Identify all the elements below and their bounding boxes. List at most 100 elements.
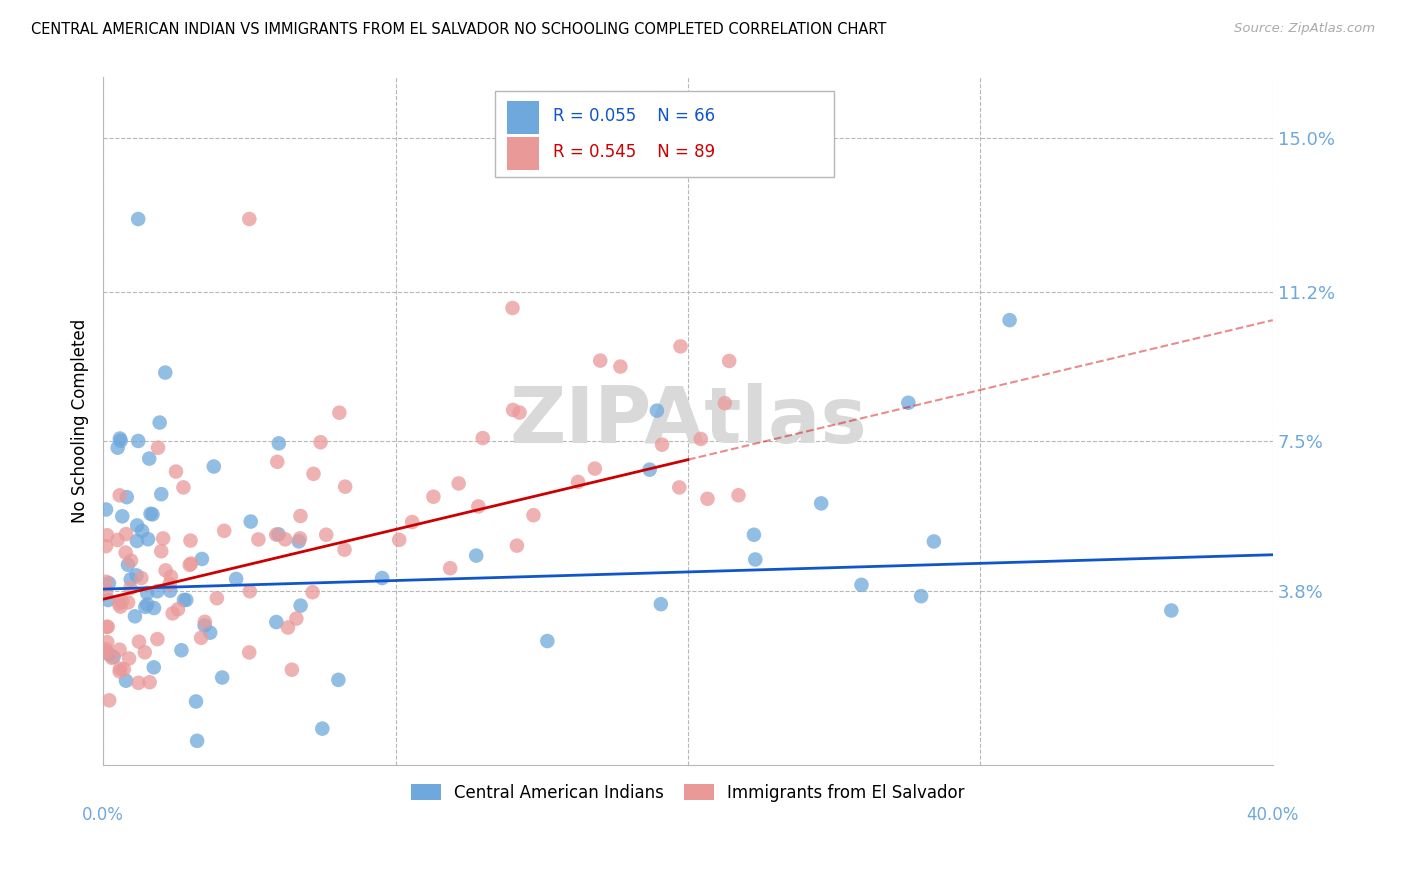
Point (897, 396, 920, 410)
Point (167, 602, 190, 616)
Point (328, 406, 350, 420)
Point (198, 625, 221, 640)
Point (239, 584, 262, 599)
Point (134, 645, 156, 659)
Point (112, 662, 135, 676)
Point (146, 441, 169, 455)
Point (266, 455, 288, 469)
Point (94, 645, 117, 659)
Point (150, 487, 173, 501)
Point (110, 434, 132, 448)
Point (288, 534, 311, 549)
Point (179, 533, 201, 548)
Point (439, 561, 461, 575)
Point (115, 673, 138, 688)
Point (851, 578, 873, 592)
Point (120, 573, 142, 587)
Point (110, 599, 132, 614)
Point (155, 563, 177, 577)
Point (536, 634, 558, 648)
Point (115, 527, 138, 541)
Point (669, 339, 692, 353)
Point (127, 675, 149, 690)
Point (98, 693, 121, 707)
Text: 0.0%: 0.0% (82, 805, 124, 823)
Point (128, 634, 150, 648)
Point (138, 451, 160, 466)
Point (247, 533, 270, 547)
Point (120, 581, 142, 595)
Point (172, 480, 194, 494)
Point (609, 359, 631, 374)
Point (108, 642, 131, 657)
Point (502, 301, 524, 315)
Point (744, 552, 766, 566)
Point (328, 673, 350, 687)
Point (97, 593, 120, 607)
Point (108, 488, 131, 502)
Point (96, 635, 118, 649)
Point (127, 212, 149, 227)
Point (522, 508, 544, 523)
Point (136, 598, 159, 612)
Point (107, 441, 129, 455)
Text: 40.0%: 40.0% (1247, 805, 1299, 823)
Point (467, 500, 489, 514)
Point (290, 599, 312, 613)
Point (567, 475, 589, 489)
Point (170, 643, 193, 657)
Point (288, 532, 311, 546)
Point (266, 615, 288, 629)
Point (211, 671, 233, 685)
Point (589, 353, 612, 368)
Point (94, 642, 117, 657)
Point (108, 597, 131, 611)
Point (650, 597, 672, 611)
Point (139, 507, 162, 521)
Point (97, 647, 120, 661)
Point (645, 403, 668, 417)
Point (202, 459, 225, 474)
Text: R = 0.545    N = 89: R = 0.545 N = 89 (554, 144, 716, 161)
Point (471, 431, 494, 445)
Point (173, 593, 195, 607)
Point (205, 591, 228, 606)
Bar (506, 137, 540, 170)
Point (238, 212, 260, 227)
Legend: Central American Indians, Immigrants from El Salvador: Central American Indians, Immigrants fro… (405, 777, 972, 808)
Point (742, 528, 765, 542)
Point (107, 533, 129, 547)
Point (146, 584, 169, 599)
Point (315, 527, 337, 541)
Point (142, 660, 165, 674)
Point (150, 544, 173, 558)
Point (143, 601, 166, 615)
Point (1160, 603, 1182, 617)
Point (225, 572, 247, 586)
Text: ZIPAtlas: ZIPAtlas (509, 384, 866, 459)
Point (651, 437, 673, 451)
Point (159, 577, 181, 591)
Point (134, 599, 156, 614)
Text: Source: ZipAtlas.com: Source: ZipAtlas.com (1234, 22, 1375, 36)
Point (111, 594, 134, 608)
Point (160, 569, 183, 583)
Point (910, 589, 932, 603)
Point (239, 515, 262, 529)
Point (718, 354, 741, 368)
Point (125, 568, 148, 582)
Point (509, 406, 531, 420)
Point (108, 662, 131, 676)
Point (174, 593, 197, 607)
Point (97, 620, 120, 634)
Point (191, 552, 214, 566)
Point (277, 620, 299, 634)
Point (124, 609, 146, 624)
Point (159, 583, 181, 598)
Point (190, 631, 212, 645)
FancyBboxPatch shape (495, 91, 834, 178)
Point (311, 722, 333, 736)
Point (108, 665, 131, 679)
Point (131, 571, 153, 585)
Point (638, 463, 661, 477)
